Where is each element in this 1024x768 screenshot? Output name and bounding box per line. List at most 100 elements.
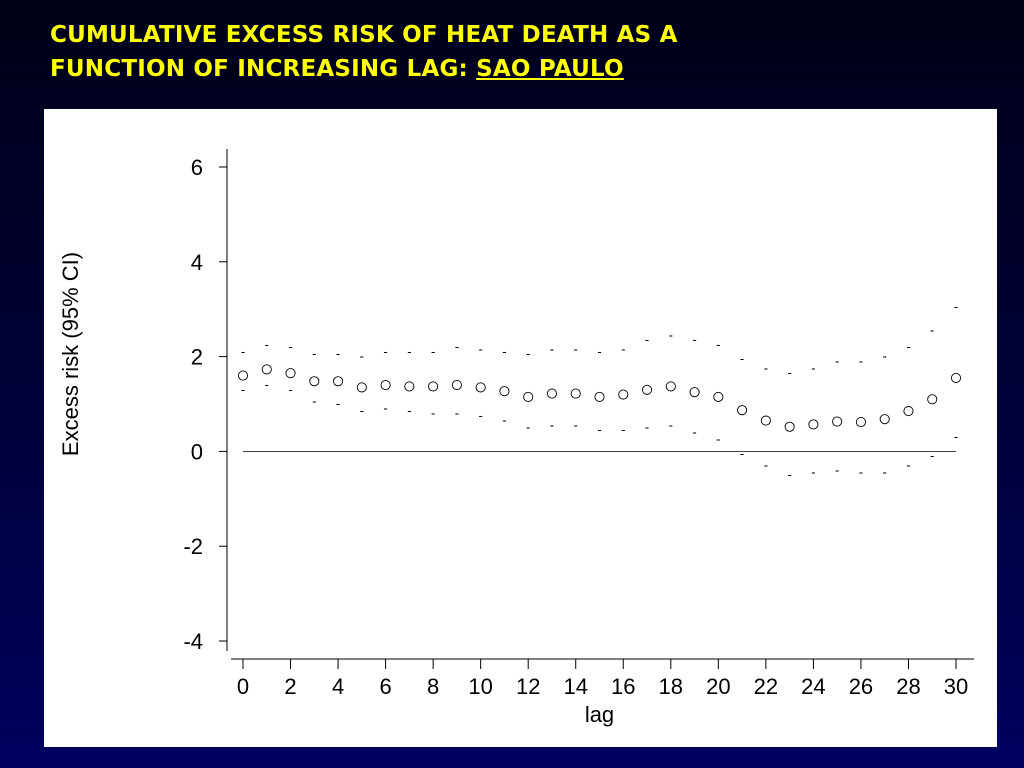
- estimate-point: [546, 388, 558, 399]
- x-tick-label: 30: [944, 674, 968, 699]
- estimate-point: [285, 368, 296, 379]
- estimate-point: [356, 382, 367, 393]
- estimate-point: [808, 419, 819, 430]
- estimate-point: [404, 381, 415, 392]
- ci-upper-mark: -: [478, 341, 482, 356]
- ci-upper-mark: -: [526, 346, 530, 361]
- ci-lower-mark: -: [265, 377, 269, 392]
- ci-lower-mark: -: [550, 417, 554, 432]
- title-line-1: CUMULATIVE EXCESS RISK OF HEAT DEATH AS …: [50, 22, 678, 48]
- estimate-point: [641, 384, 653, 395]
- x-tick-label: 18: [659, 674, 683, 699]
- x-tick-label: 10: [468, 674, 492, 699]
- ci-lower-mark: -: [478, 408, 482, 423]
- ci-upper-mark: -: [241, 344, 245, 359]
- ci-lower-mark: -: [716, 432, 720, 447]
- ci-lower-mark: -: [645, 420, 649, 435]
- ci-lower-mark: -: [930, 448, 934, 463]
- ci-lower-mark: -: [883, 465, 887, 480]
- ci-lower-mark: -: [336, 396, 340, 411]
- estimate-point: [451, 379, 462, 391]
- ci-upper-mark: -: [360, 349, 364, 364]
- ci-upper-mark: -: [740, 351, 744, 366]
- ci-upper-mark: -: [312, 346, 316, 361]
- ci-lower-mark: -: [787, 467, 791, 482]
- ci-lower-mark: -: [669, 417, 673, 432]
- x-tick-label: 6: [379, 674, 391, 699]
- slide-title: CUMULATIVE EXCESS RISK OF HEAT DEATH AS …: [50, 18, 950, 86]
- y-tick-label: 6: [191, 155, 203, 180]
- estimate-point: [237, 370, 249, 381]
- ci-lower-mark: -: [692, 424, 696, 439]
- ci-lower-mark: -: [526, 420, 530, 435]
- x-axis-title: lag: [585, 702, 614, 727]
- ci-upper-mark: -: [859, 353, 863, 368]
- ci-lower-mark: -: [621, 422, 625, 437]
- ci-upper-mark: -: [811, 360, 815, 375]
- x-tick-label: 2: [284, 674, 296, 699]
- estimate-point: [570, 388, 581, 399]
- estimate-point: [499, 386, 510, 397]
- ci-lower-mark: -: [455, 405, 459, 420]
- ci-upper-mark: -: [669, 327, 673, 342]
- ci-upper-mark: -: [692, 332, 696, 347]
- ci-upper-mark: -: [574, 341, 578, 356]
- estimate-point: [261, 364, 272, 375]
- x-tick-label: 28: [896, 674, 920, 699]
- ci-upper-mark: -: [455, 339, 459, 354]
- y-tick-label: 0: [191, 439, 203, 464]
- ci-upper-mark: -: [906, 339, 910, 354]
- ci-upper-mark: -: [716, 337, 720, 352]
- estimate-point: [333, 376, 344, 387]
- ci-upper-mark: -: [336, 346, 340, 361]
- ci-lower-mark: -: [954, 429, 958, 444]
- estimate-point: [689, 387, 700, 398]
- ci-lower-mark: -: [906, 458, 910, 473]
- ci-lower-mark: -: [740, 446, 744, 461]
- ci-upper-mark: -: [407, 344, 411, 359]
- ci-lower-mark: -: [811, 465, 815, 480]
- x-tick-label: 20: [706, 674, 730, 699]
- x-tick-label: 4: [332, 674, 344, 699]
- ci-upper-mark: -: [431, 344, 435, 359]
- ci-upper-mark: -: [502, 344, 506, 359]
- estimate-point: [737, 405, 748, 416]
- ci-upper-mark: -: [930, 323, 934, 338]
- ci-upper-mark: -: [621, 341, 625, 356]
- estimate-point: [618, 389, 629, 400]
- x-tick-label: 22: [754, 674, 778, 699]
- ci-lower-mark: -: [383, 401, 387, 416]
- ci-upper-mark: -: [265, 337, 269, 352]
- ci-lower-mark: -: [502, 413, 506, 428]
- ci-lower-mark: -: [360, 403, 364, 418]
- ci-lower-mark: -: [241, 382, 245, 397]
- estimate-point: [475, 382, 486, 393]
- estimate-point: [428, 381, 439, 392]
- ci-upper-mark: -: [883, 349, 887, 364]
- ci-upper-mark: -: [550, 341, 554, 356]
- y-tick-label: -2: [183, 534, 203, 559]
- estimate-point: [927, 394, 938, 405]
- estimate-point: [665, 381, 676, 392]
- y-axis-title: Excess risk (95% CI): [58, 252, 83, 456]
- x-tick-label: 0: [237, 674, 249, 699]
- ci-upper-mark: -: [835, 353, 839, 368]
- ci-upper-mark: -: [597, 344, 601, 359]
- estimate-point: [760, 415, 771, 426]
- estimate-point: [950, 372, 962, 383]
- ci-lower-mark: -: [407, 403, 411, 418]
- x-tick-label: 26: [849, 674, 873, 699]
- marks-group: - - - - - - - - - - - - - - - - - - - - - - - - - - - - - - - - - - - - - - - -…: [237, 299, 962, 482]
- ci-lower-mark: -: [764, 458, 768, 473]
- ci-lower-mark: -: [835, 462, 839, 477]
- ci-upper-mark: -: [383, 344, 387, 359]
- estimate-point: [855, 416, 866, 428]
- y-tick-label: -4: [183, 629, 203, 654]
- ci-upper-mark: -: [954, 299, 958, 314]
- title-line-2-prefix: FUNCTION OF INCREASING LAG:: [50, 56, 477, 82]
- estimate-point: [879, 414, 890, 425]
- x-tick-label: 14: [563, 674, 587, 699]
- ci-lower-mark: -: [859, 465, 863, 480]
- estimate-point: [832, 416, 843, 427]
